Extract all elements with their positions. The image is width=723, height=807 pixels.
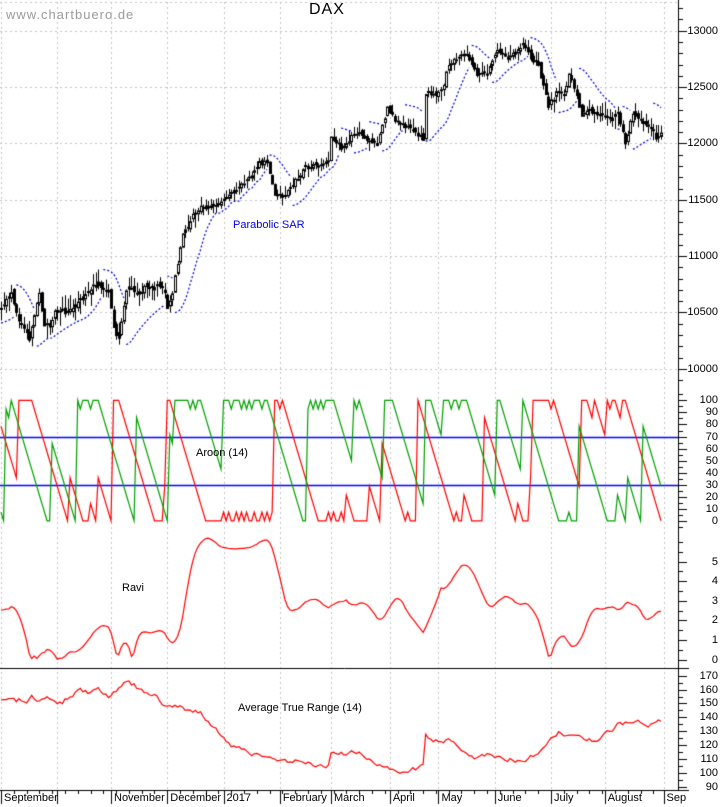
x-tick-label-month: August xyxy=(607,792,642,804)
y-tick-label-aroon: 60 xyxy=(705,442,718,455)
x-tick-label-month: May xyxy=(441,792,463,804)
page-title: DAX xyxy=(309,1,345,18)
y-tick-label-aroon: 20 xyxy=(705,490,718,503)
y-tick-label-price: 10000 xyxy=(687,362,718,375)
y-tick-label-aroon: 50 xyxy=(705,454,718,467)
x-tick-label-month: Sep xyxy=(666,792,687,804)
y-tick-label-aroon: 80 xyxy=(705,418,718,431)
y-tick-label-atr: 110 xyxy=(700,753,718,766)
y-tick-label-aroon: 30 xyxy=(705,478,718,491)
y-tick-label-aroon: 70 xyxy=(705,430,718,443)
y-tick-label-aroon: 0 xyxy=(711,514,718,527)
y-tick-label-price: 10500 xyxy=(687,306,718,319)
y-tick-label-ravi: 1 xyxy=(711,634,718,647)
x-tick-label-month: November xyxy=(114,792,165,804)
atr-panel-label: Average True Range (14) xyxy=(238,702,362,714)
x-tick-label-month: June xyxy=(497,792,522,804)
y-tick-label-ravi: 3 xyxy=(711,594,718,607)
aroon-panel-label: Aroon (14) xyxy=(196,447,248,459)
y-tick-label-price: 11000 xyxy=(688,250,718,263)
y-tick-label-aroon: 90 xyxy=(705,406,718,419)
y-tick-label-price: 11500 xyxy=(688,193,718,206)
y-tick-label-ravi: 4 xyxy=(711,575,718,588)
x-tick-label-month: March xyxy=(334,792,365,804)
y-tick-label-price: 12000 xyxy=(687,137,718,150)
y-tick-label-ravi: 2 xyxy=(711,614,718,627)
y-tick-label-price: 12500 xyxy=(687,81,718,94)
y-tick-label-atr: 160 xyxy=(699,683,718,696)
y-tick-label-aroon: 10 xyxy=(705,502,718,515)
y-tick-label-atr: 140 xyxy=(699,711,718,724)
parabolic-sar-label: Parabolic SAR xyxy=(233,219,305,231)
y-tick-label-atr: 130 xyxy=(699,725,718,738)
y-tick-label-aroon: 40 xyxy=(705,466,718,479)
x-tick-label-month: September xyxy=(4,792,58,804)
y-tick-label-atr: 100 xyxy=(699,767,718,780)
x-tick-label-month: February xyxy=(282,792,327,804)
x-tick-label-month: April xyxy=(392,792,415,804)
ravi-panel-label: Ravi xyxy=(122,582,145,594)
watermark: www.chartbuero.de xyxy=(6,7,135,22)
x-tick-label-month: 2017 xyxy=(226,792,252,804)
y-tick-label-aroon: 100 xyxy=(699,394,718,407)
y-tick-label-atr: 120 xyxy=(699,739,718,752)
y-tick-label-ravi: 0 xyxy=(711,653,718,666)
y-tick-label-atr: 170 xyxy=(699,669,718,682)
y-tick-label-ravi: 5 xyxy=(711,555,718,568)
x-tick-label-month: July xyxy=(554,792,574,804)
x-tick-label-month: December xyxy=(170,792,222,804)
y-tick-label-atr: 150 xyxy=(699,697,718,710)
y-tick-label-price: 13000 xyxy=(687,24,718,37)
y-tick-label-atr: 90 xyxy=(705,781,718,794)
